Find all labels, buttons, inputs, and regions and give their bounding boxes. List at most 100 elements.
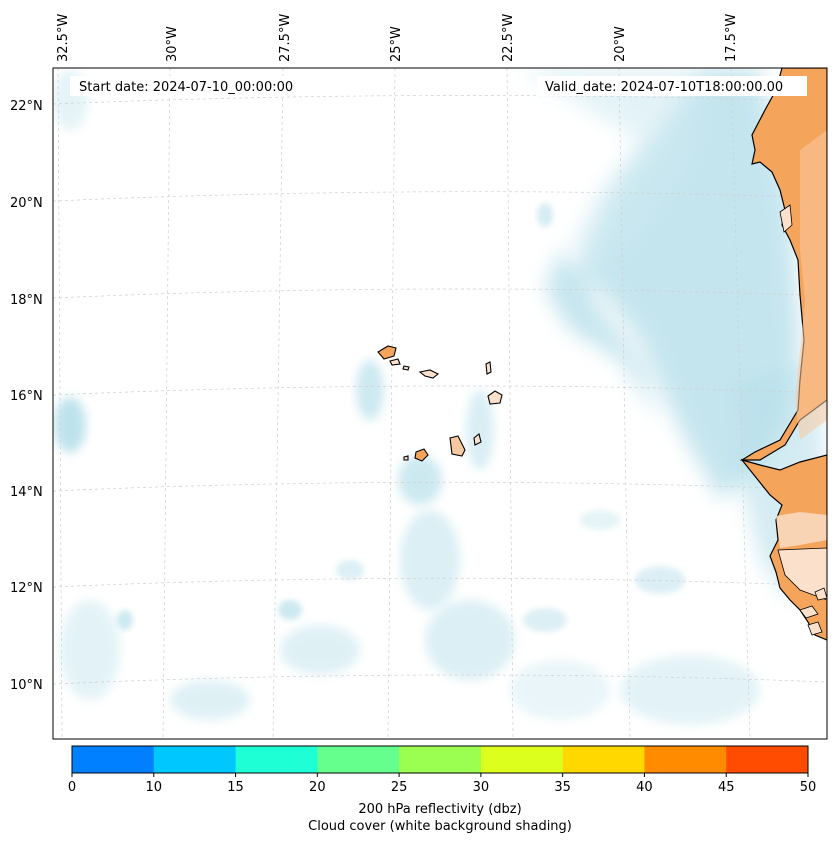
cloud-south-4 — [170, 680, 250, 720]
bijagos-island-1 — [799, 605, 819, 619]
colorbar-swatch — [480, 746, 564, 773]
colorbar-frame — [71, 745, 809, 774]
colorbar-tick-label: 50 — [800, 780, 817, 795]
island-sao-vicente — [389, 358, 401, 366]
parallel-16n — [53, 385, 827, 396]
africa-mainland — [739, 68, 827, 641]
colorbar-tick-label: 35 — [554, 780, 571, 795]
cloud-south-2 — [425, 600, 515, 680]
valid-date-box: Valid_date: 2024-07-10T18:00:00.00 — [537, 76, 807, 96]
parallel-14n — [53, 481, 827, 492]
island-boa-vista — [487, 390, 503, 405]
island-santo-antao — [377, 345, 397, 360]
gambia-region — [776, 512, 827, 548]
lat-label-10n: 10°N — [10, 678, 43, 693]
cloud-spot-4 — [580, 510, 620, 530]
colorbar-tick-label: 40 — [636, 780, 653, 795]
cloud-south-7 — [510, 660, 610, 720]
lon-label-32-5w: 32.5°W — [56, 14, 71, 62]
meridian-27-5w — [272, 68, 284, 739]
cloud-south-6 — [620, 655, 760, 725]
cloud-band-streak — [520, 68, 700, 270]
cloud-south-5 — [60, 600, 120, 700]
meridian-30w — [162, 68, 171, 739]
island-santa-luzia — [402, 365, 410, 371]
meridian-22-5w — [506, 68, 514, 739]
lat-label-16n: 16°N — [10, 389, 43, 404]
cloud-spot-3 — [117, 610, 133, 630]
island-fogo — [414, 448, 429, 462]
cloud-spot-5 — [635, 566, 685, 594]
cloud-island-plume-2 — [398, 455, 442, 505]
meridian-32-5w — [57, 68, 63, 739]
africa-land-south — [740, 454, 827, 641]
colorbar-swatch — [644, 746, 727, 773]
graticule — [53, 68, 827, 739]
colorbar-swatch — [235, 746, 318, 773]
meridian-17-5w — [730, 68, 751, 739]
colorbar-label-line1: 200 hPa reflectivity (dbz) — [358, 802, 521, 817]
colorbar-label-line2: Cloud cover (white background shading) — [308, 819, 572, 834]
colorbar-tick-label: 0 — [68, 780, 76, 795]
longitude-labels: 32.5°W 30°W 27.5°W 25°W 22.5°W 20°W 17.5… — [56, 14, 739, 62]
colorbar-swatch — [399, 746, 482, 773]
colorbar-tick-label: 30 — [473, 780, 490, 795]
cloud-spot-1 — [537, 203, 553, 227]
colorbar-tick-label: 20 — [309, 780, 326, 795]
cape-verde-islands — [377, 345, 503, 462]
guinea-bissau-light — [777, 547, 827, 601]
parallel-10n — [53, 674, 827, 685]
cloud-island-plume-1 — [356, 360, 384, 420]
valid-date-label: Valid_date: 2024-07-10T18:00:00.00 — [545, 80, 783, 95]
island-sal — [485, 361, 492, 375]
meridian-25w — [387, 68, 396, 739]
lon-label-20w: 20°W — [613, 26, 628, 62]
island-santiago — [449, 435, 466, 457]
colorbar-tick-label: 25 — [391, 780, 408, 795]
cloud-south-1 — [400, 510, 460, 610]
cloud-spot-7 — [336, 560, 364, 580]
lat-label-12n: 12°N — [10, 581, 43, 596]
parallel-22n — [53, 95, 827, 105]
bijagos-island-2 — [807, 621, 823, 636]
cloud-west-patch — [54, 397, 86, 453]
parallel-18n — [53, 288, 827, 299]
lat-label-18n: 18°N — [10, 293, 43, 308]
cloud-spot-6 — [523, 608, 567, 632]
cloud-spot-2 — [278, 600, 302, 620]
colorbar-swatch — [562, 746, 645, 773]
colorbar-swatches — [72, 746, 809, 773]
colorbar-tick-label: 45 — [718, 780, 735, 795]
lat-label-14n: 14°N — [10, 485, 43, 500]
lat-label-22n: 22°N — [10, 99, 43, 114]
meridian-20w — [618, 68, 631, 739]
colorbar-tick-label: 15 — [227, 780, 244, 795]
colorbar-tick-label: 10 — [146, 780, 163, 795]
colorbar-swatch — [726, 746, 809, 773]
bijagos-island-3 — [814, 587, 827, 601]
colorbar-swatch — [317, 746, 400, 773]
island-brava — [403, 455, 409, 461]
parallel-12n — [53, 577, 827, 588]
colorbar-swatch — [153, 746, 237, 773]
island-maio — [473, 433, 482, 446]
map-panel: Start date: 2024-07-10_00:00:00 Valid_da… — [53, 68, 827, 739]
lon-label-22-5w: 22.5°W — [501, 14, 516, 62]
start-date-label: Start date: 2024-07-10_00:00:00 — [79, 80, 293, 95]
parallel-20n — [53, 191, 827, 202]
colorbar: 0 10 15 20 25 30 35 40 45 50 200 hPa reflectivity… — [68, 745, 816, 834]
colorbar-swatch — [72, 746, 155, 773]
cape-verde-peninsula — [779, 204, 793, 233]
lon-label-25w: 25°W — [389, 26, 404, 62]
cloud-island-plume-3 — [466, 390, 494, 470]
africa-land-inner-light — [795, 130, 827, 440]
lon-label-30w: 30°W — [165, 26, 180, 62]
cloud-south-3 — [280, 625, 360, 675]
island-sao-nicolau — [418, 369, 440, 379]
latitude-labels: 22°N 20°N 18°N 16°N 14°N 12°N 10°N — [10, 99, 43, 693]
colorbar-ticks: 0 10 15 20 25 30 35 40 45 50 — [68, 773, 816, 795]
start-date-box: Start date: 2024-07-10_00:00:00 — [70, 76, 314, 96]
lat-label-20n: 20°N — [10, 196, 43, 211]
map-frame — [52, 67, 828, 740]
